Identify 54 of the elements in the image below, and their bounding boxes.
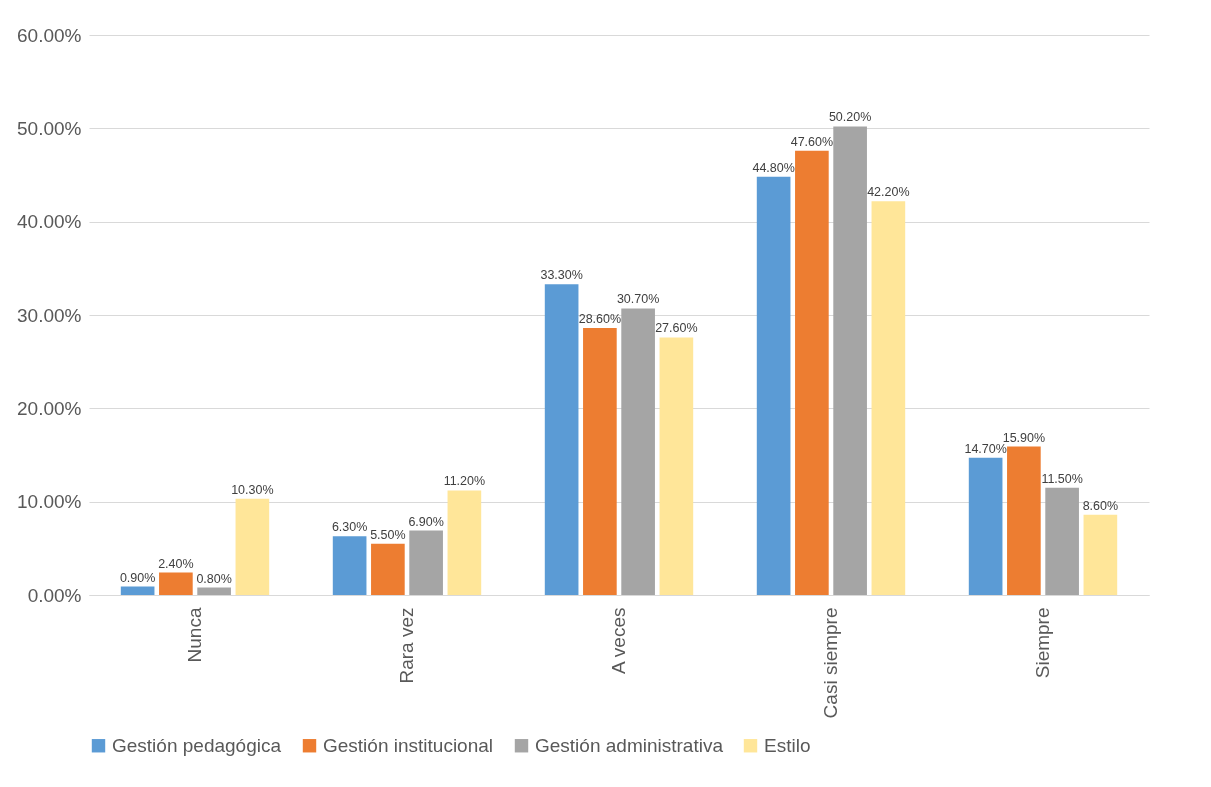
data-label: 33.30% (540, 268, 583, 283)
bar (621, 308, 655, 595)
bar (409, 530, 443, 595)
data-label: 30.70% (616, 292, 660, 307)
bar (659, 337, 694, 595)
x-tick-label: Nunca (184, 607, 205, 663)
bar (371, 543, 405, 595)
data-label: 50.20% (828, 110, 872, 125)
bar (332, 536, 367, 595)
y-tick-label: 40.00% (17, 211, 82, 233)
data-label: 0.80% (196, 571, 232, 586)
bar (159, 572, 193, 595)
legend-label: Gestión institucional (323, 734, 494, 756)
legend-label: Estilo (764, 734, 811, 756)
bar (756, 176, 791, 595)
y-tick-label: 0.00% (27, 584, 82, 606)
data-label: 44.80% (752, 160, 795, 175)
legend-label: Gestión pedagógica (112, 734, 282, 756)
bar (968, 457, 1003, 595)
data-label: 8.60% (1082, 498, 1119, 513)
bar (583, 328, 617, 595)
y-tick-label: 10.00% (17, 491, 82, 513)
bar (235, 498, 270, 595)
data-label: 2.40% (158, 556, 194, 571)
x-tick-label: Rara vez (396, 607, 417, 684)
data-label: 28.60% (578, 312, 622, 327)
y-tick-label: 50.00% (17, 117, 82, 139)
bar (447, 490, 482, 595)
data-label: 42.20% (867, 185, 910, 200)
y-tick-label: 20.00% (17, 397, 82, 419)
bar (120, 586, 155, 595)
bar (1083, 514, 1118, 595)
legend-label: Gestión administrativa (535, 734, 724, 756)
x-tick-label: A veces (608, 607, 629, 675)
y-tick-label: 30.00% (17, 304, 82, 326)
bar (1045, 487, 1079, 595)
data-label: 6.30% (331, 520, 368, 535)
data-label: 11.50% (1041, 471, 1083, 486)
bar (544, 284, 579, 595)
bar (197, 587, 231, 595)
x-tick-label: Casi siempre (820, 607, 841, 719)
bar (833, 126, 867, 595)
bar (1007, 446, 1041, 595)
x-tick-label: Siempre (1032, 607, 1053, 679)
bar (871, 201, 906, 595)
data-label: 0.90% (119, 570, 156, 585)
data-label: 47.60% (790, 134, 834, 149)
data-label: 10.30% (231, 482, 274, 497)
data-label: 6.90% (408, 514, 444, 529)
y-tick-label: 60.00% (17, 24, 82, 46)
data-label: 27.60% (655, 321, 698, 336)
bar (795, 150, 829, 595)
data-label: 5.50% (370, 527, 406, 542)
data-label: 11.20% (443, 474, 486, 489)
